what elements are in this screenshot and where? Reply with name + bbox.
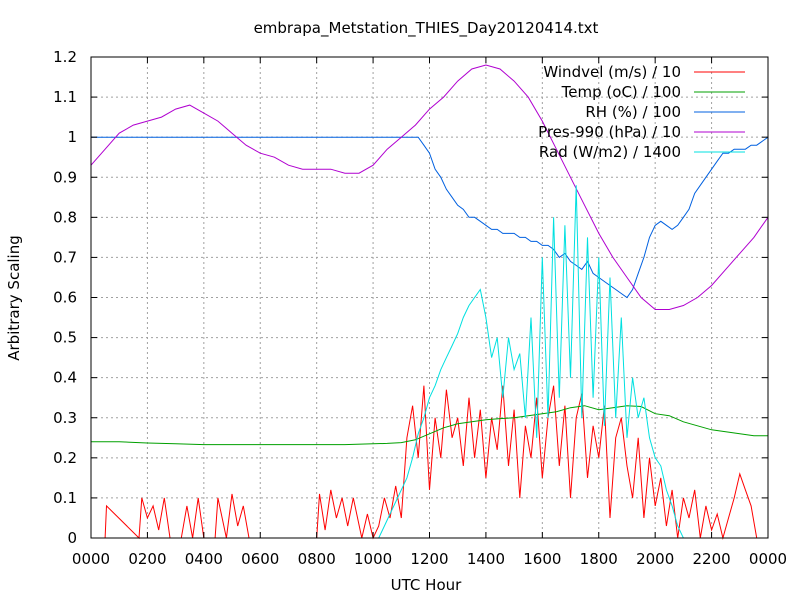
- series-line-0: [91, 385, 758, 540]
- x-tick-label: 0000: [749, 550, 787, 568]
- series-line-3: [90, 64, 769, 310]
- x-tick-label: 2200: [692, 550, 730, 568]
- y-tick-label: 1.2: [53, 48, 77, 66]
- x-tick-label: 2000: [636, 550, 674, 568]
- legend-label: RH (%) / 100: [585, 103, 681, 121]
- y-tick-label: 0.6: [53, 289, 77, 307]
- x-tick-label: 0600: [241, 550, 279, 568]
- x-tick-label: 1000: [354, 550, 392, 568]
- x-tick-label: 0400: [185, 550, 223, 568]
- y-tick-label: 0.5: [53, 329, 77, 347]
- series-line-1: [91, 405, 768, 446]
- y-tick-label: 0.4: [53, 369, 77, 387]
- y-axis-label: Arbitrary Scaling: [5, 235, 23, 361]
- legend: Windvel (m/s) / 10 Temp (oC) / 100 RH (%) …: [538, 63, 745, 161]
- x-tick-label: 1200: [410, 550, 448, 568]
- y-tick-label: 0: [67, 529, 77, 547]
- y-tick-label: 0.7: [53, 248, 77, 266]
- series-line-2: [91, 136, 769, 299]
- y-tick-label: 0.9: [53, 168, 77, 186]
- legend-label: Temp (oC) / 100: [561, 83, 681, 101]
- legend-label: Windvel (m/s) / 10: [543, 63, 681, 81]
- y-tick-label: 0.2: [53, 449, 77, 467]
- x-tick-label: 0200: [128, 550, 166, 568]
- chart-title: embrapa_Metstation_THIES_Day20120414.txt: [254, 19, 599, 38]
- x-tick-label: 1400: [467, 550, 505, 568]
- y-tick-label: 0.3: [53, 409, 77, 427]
- x-tick-label: 0000: [72, 550, 110, 568]
- y-tick-label: 0.8: [53, 208, 77, 226]
- x-axis-label: UTC Hour: [391, 576, 462, 594]
- x-tick-label: 1800: [580, 550, 618, 568]
- y-tick-label: 1.1: [53, 88, 77, 106]
- legend-label: Rad (W/m2) / 1400: [539, 143, 681, 161]
- x-tick-label: 1600: [523, 550, 561, 568]
- y-tick-label: 0.1: [53, 489, 77, 507]
- y-tick-label: 1: [67, 128, 77, 146]
- series-line-4: [91, 185, 768, 539]
- ticks: 0 0.1 0.2 0.3 0.4 0.5 0.6 0.7 0.8 0.9 1 1.1 1.2 0000 0…: [53, 48, 787, 568]
- x-tick-label: 0800: [298, 550, 336, 568]
- legend-label: Pres-990 (hPa) / 10: [538, 123, 681, 141]
